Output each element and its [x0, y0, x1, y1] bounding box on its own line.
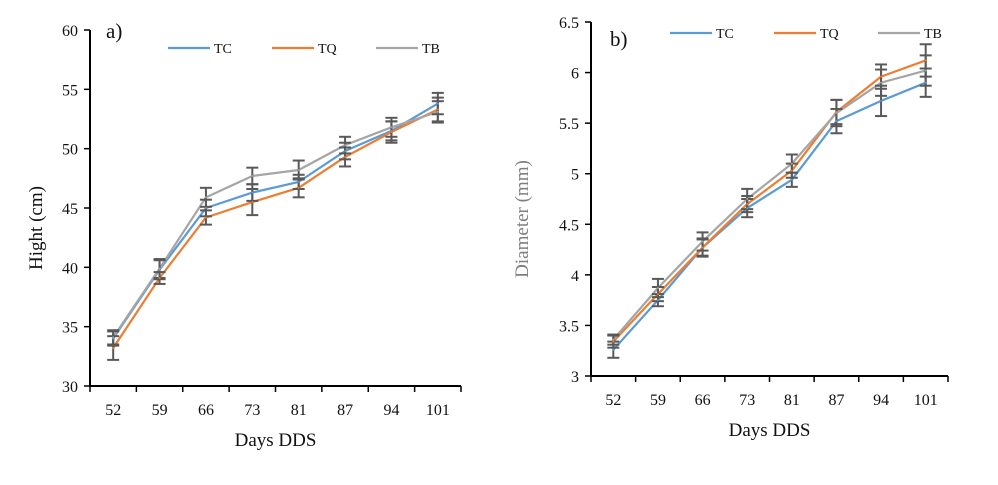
data-point-tq [656, 293, 659, 296]
y-tick-label: 35 [62, 320, 78, 337]
data-point-tb [112, 336, 115, 339]
data-point-tb [297, 169, 300, 172]
data-point-tc [436, 102, 439, 105]
y-tick-label: 3.5 [559, 318, 579, 335]
chart-a-height: 30 35 40 45 50 55 60 52 59 66 73 81 87 94 101 Days DDS H… [26, 19, 462, 451]
data-point-tq [790, 169, 793, 172]
x-axis-title: Days DDS [729, 420, 811, 441]
data-point-tb [880, 81, 883, 84]
y-tick-label: 40 [62, 260, 78, 277]
legend-label-tq: TQ [318, 42, 337, 57]
data-point-tq [880, 75, 883, 78]
series-line-tq [112, 108, 439, 349]
data-point-tb [251, 174, 254, 177]
y-axis-title: Hight (cm) [26, 186, 47, 270]
x-tick-label: 66 [695, 392, 711, 409]
y-tick-label: 5 [571, 167, 579, 184]
data-point-tb [344, 144, 347, 147]
legend-label-tc: TC [716, 27, 734, 42]
data-point-tq [390, 131, 393, 134]
data-point-tq [612, 340, 615, 343]
y-axis-title: Diameter (mm) [512, 160, 533, 278]
legend-label-tq: TQ [820, 27, 839, 42]
data-point-tb [204, 196, 207, 199]
x-tick-label: 87 [337, 402, 353, 419]
data-point-tq [436, 108, 439, 111]
data-point-tc [204, 207, 207, 209]
y-tick-label: 6 [571, 66, 579, 83]
series-line-tb [612, 69, 926, 341]
data-point-tb [924, 69, 927, 72]
y-tick-label: 5.5 [559, 116, 579, 133]
data-point-tq [924, 59, 927, 62]
data-point-tc [746, 207, 749, 210]
legend-label-tb: TB [924, 27, 942, 42]
panel-label: a) [106, 19, 122, 43]
data-point-tb [656, 287, 659, 290]
data-point-tc [924, 81, 927, 84]
chart-b-diameter: 3 3.5 4 4.5 5 5.5 6 6.5 52 59 66 73 81 87 94 101 Days DD… [512, 15, 949, 441]
panel-label: b) [610, 27, 628, 51]
series-line-tc [112, 102, 439, 340]
y-tick-label: 45 [62, 201, 78, 218]
x-tick-label: 59 [152, 402, 168, 419]
x-tick-label: 81 [291, 402, 307, 419]
x-tick-label: 73 [739, 392, 755, 409]
y-tick-label: 50 [62, 142, 78, 159]
y-tick-label: 3 [571, 369, 579, 386]
x-tick-label: 81 [784, 392, 800, 409]
data-point-tb [436, 110, 439, 113]
data-point-tq [344, 155, 347, 158]
x-tick-label: 59 [650, 392, 666, 409]
y-tick-label: 30 [62, 379, 78, 396]
data-point-tb [701, 240, 704, 243]
data-point-tb [835, 112, 838, 115]
y-tick-label: 55 [62, 82, 78, 99]
data-point-tq [297, 186, 300, 189]
y-tick-label: 4.5 [559, 217, 579, 234]
x-tick-label: 94 [383, 402, 399, 419]
data-point-tq [251, 201, 254, 204]
legend-label-tc: TC [214, 42, 232, 57]
data-point-tb [790, 162, 793, 165]
data-point-tb [390, 126, 393, 129]
data-point-tc [880, 99, 883, 102]
data-point-tc [251, 191, 254, 194]
data-point-tq [746, 203, 749, 206]
x-tick-label: 87 [828, 392, 844, 409]
series-line-tq [612, 59, 927, 343]
data-point-tc [612, 348, 615, 351]
x-tick-label: 52 [605, 392, 621, 409]
data-point-tq [112, 347, 115, 350]
series-line-tc [612, 81, 927, 351]
x-tick-label: 101 [914, 392, 938, 409]
data-point-tc [297, 180, 300, 183]
data-point-tq [158, 277, 161, 280]
data-point-tq [701, 246, 704, 249]
y-tick-label: 4 [571, 268, 579, 285]
y-tick-label: 60 [62, 23, 78, 40]
x-tick-label: 73 [244, 402, 260, 419]
x-tick-label: 52 [105, 402, 121, 419]
data-point-tc [656, 299, 659, 302]
data-point-tq [204, 216, 207, 219]
series-line-tb [112, 110, 439, 338]
x-tick-label: 94 [873, 392, 889, 409]
x-axis-title: Days DDS [235, 430, 317, 451]
data-point-tc [790, 178, 793, 181]
data-point-tc [835, 120, 838, 123]
x-tick-label: 101 [426, 402, 450, 419]
legend-label-tb: TB [422, 42, 440, 57]
y-tick-label: 6.5 [559, 15, 579, 32]
data-point-tb [612, 338, 615, 341]
data-point-tc [344, 150, 347, 153]
data-point-tb [746, 198, 749, 200]
data-point-tb [158, 267, 161, 270]
x-tick-label: 66 [198, 402, 214, 419]
